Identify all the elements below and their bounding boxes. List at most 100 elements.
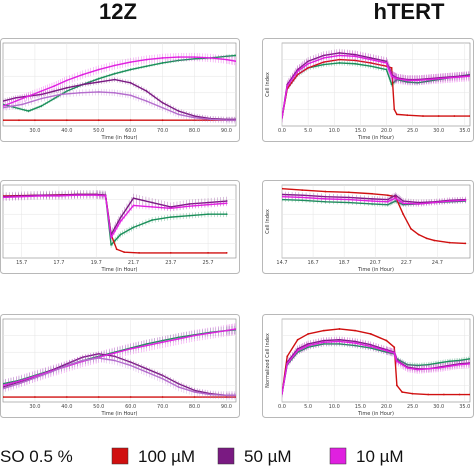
data-point	[322, 329, 325, 332]
data-point	[393, 346, 396, 349]
x-tick-label: 30.0	[29, 404, 40, 410]
data-point	[394, 197, 397, 200]
data-point	[395, 77, 398, 80]
legend-item: 10 µM	[329, 447, 404, 466]
data-point	[225, 394, 228, 397]
chart-panel-htert-top: 0.0 5.0 10.0 15.0 20.0 25.0 30.0 35.0 Time (in H…	[262, 38, 474, 142]
data-point	[307, 333, 310, 335]
data-point	[97, 119, 100, 122]
x-tick-label: 5.0	[304, 404, 312, 410]
data-point	[207, 203, 209, 206]
data-point	[406, 367, 409, 369]
data-point	[40, 90, 43, 93]
data-point	[113, 91, 116, 94]
x-tick-label: 23.7	[165, 260, 176, 266]
data-point	[161, 62, 164, 64]
data-point	[161, 106, 164, 109]
column-title-htert: hTERT	[374, 0, 445, 24]
data-point	[225, 213, 228, 216]
data-point	[354, 62, 357, 65]
data-point	[193, 391, 196, 393]
legend-label: 100 µM	[138, 447, 195, 466]
data-point	[207, 213, 209, 216]
x-axis-label: Time (in Hour)	[101, 267, 138, 273]
data-point	[347, 198, 350, 201]
series-group	[282, 187, 467, 245]
data-point	[347, 201, 350, 204]
data-point	[427, 78, 430, 81]
data-point	[458, 363, 461, 366]
data-point	[235, 54, 236, 57]
data-point	[59, 93, 62, 96]
data-point	[225, 251, 228, 254]
data-point	[97, 357, 100, 359]
data-point	[369, 58, 372, 61]
data-point	[448, 365, 451, 368]
data-point	[129, 364, 132, 367]
x-tick-label: 10.0	[329, 128, 340, 134]
data-point	[464, 199, 467, 202]
data-point	[338, 54, 341, 57]
data-point	[324, 200, 327, 203]
data-point	[458, 393, 461, 396]
data-point	[76, 194, 79, 197]
data-point	[65, 396, 68, 398]
data-point	[129, 396, 132, 398]
data-point	[113, 352, 116, 354]
series-c100	[3, 119, 236, 122]
data-point	[123, 251, 126, 254]
x-tick-label: 70.0	[157, 128, 168, 134]
series-group	[3, 190, 228, 254]
data-point	[129, 81, 132, 84]
series-group	[3, 52, 236, 124]
x-tick-label: 60.0	[125, 128, 136, 134]
data-point	[65, 119, 68, 122]
data-point	[225, 329, 228, 332]
data-point	[296, 349, 299, 352]
data-point	[301, 189, 304, 192]
data-point	[282, 116, 283, 119]
plot-area	[2, 318, 237, 403]
x-tick-label: 70.0	[157, 404, 168, 410]
data-point	[286, 355, 289, 358]
legend-label: 50 µM	[244, 447, 292, 466]
data-point	[448, 241, 451, 244]
x-tick-label: 80.0	[189, 404, 200, 410]
data-point	[145, 58, 148, 61]
chart-panel-htert-mid: 14.7 16.7 18.7 20.7 22.7 24.7 Time (in Hour) Ce…	[262, 180, 474, 274]
data-point	[169, 251, 172, 254]
data-point	[161, 119, 164, 122]
data-point	[115, 248, 118, 251]
y-axis-label: Cell Index	[265, 209, 271, 234]
data-point	[371, 192, 374, 195]
x-tick-label: 80.0	[189, 128, 200, 134]
data-point	[207, 251, 209, 254]
data-point	[113, 72, 116, 75]
data-point	[324, 197, 327, 200]
x-tick-label: 60.0	[125, 404, 136, 410]
data-point	[469, 115, 470, 117]
data-point	[119, 233, 122, 236]
data-point	[286, 362, 289, 365]
data-point	[95, 194, 98, 197]
data-point	[338, 328, 341, 330]
data-point	[354, 342, 357, 344]
x-tick-label: 90.0	[221, 128, 232, 134]
data-point	[386, 203, 389, 206]
x-tick-label: 20.0	[381, 404, 392, 410]
data-point	[119, 220, 122, 223]
data-point	[371, 203, 374, 205]
data-point	[169, 207, 172, 210]
data-point	[385, 339, 388, 342]
data-point	[469, 357, 470, 360]
data-point	[307, 344, 310, 347]
data-point	[209, 57, 212, 59]
legend-item: 100 µM	[111, 447, 195, 466]
data-point	[322, 57, 325, 59]
data-point	[151, 201, 154, 204]
data-point	[393, 352, 396, 354]
x-tick-label: 15.0	[355, 404, 366, 410]
series-c10	[282, 337, 470, 398]
data-point	[448, 76, 451, 79]
